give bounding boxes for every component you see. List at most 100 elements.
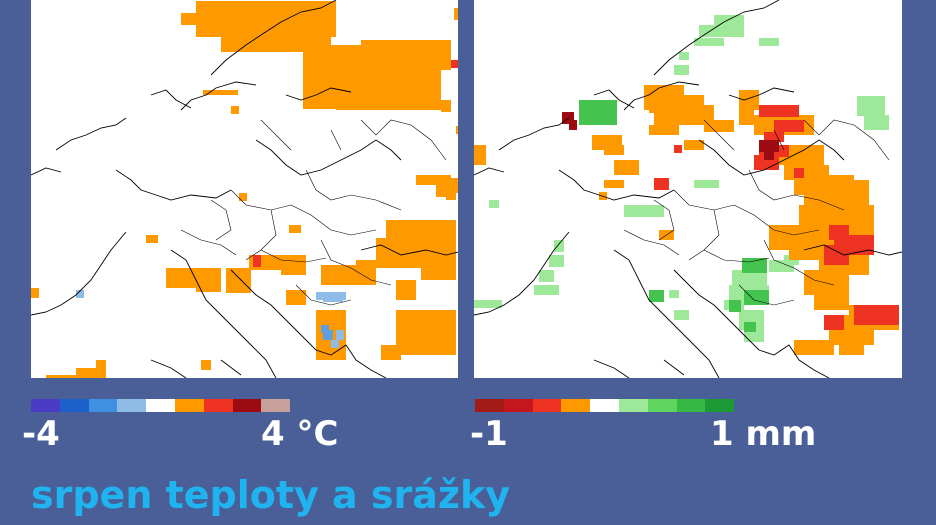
precipitation-anomaly-cell — [699, 25, 744, 37]
temperature-anomaly-cell — [146, 235, 158, 243]
temperature-anomaly-cell — [454, 8, 458, 20]
precipitation-anomaly-cell — [824, 315, 844, 330]
temperature-anomaly-cell — [201, 360, 211, 370]
temperature-anomaly-cell — [336, 330, 344, 340]
precipitation-min-label: -1 — [470, 414, 508, 454]
precipitation-anomaly-cell — [764, 132, 784, 142]
temperature-colorbar-swatch — [146, 399, 175, 412]
precipitation-anomaly-cell — [649, 105, 669, 113]
temperature-anomaly-cell — [323, 330, 333, 340]
precipitation-anomaly-cell — [824, 245, 849, 265]
temperature-colorbar-swatch — [232, 399, 262, 412]
temperature-anomaly-cell — [416, 175, 451, 185]
temperature-min-label: -4 — [22, 414, 60, 454]
precipitation-anomaly-cell — [794, 168, 804, 178]
temperature-colorbar-swatch — [174, 399, 204, 412]
temperature-anomaly-cell — [286, 290, 306, 305]
precipitation-anomaly-cell — [759, 140, 779, 152]
precipitation-colorbar-swatch — [705, 399, 735, 412]
temperature-anomaly-cell — [381, 345, 401, 360]
temperature-colorbar — [31, 399, 291, 412]
precipitation-anomaly-cell — [624, 205, 664, 217]
temperature-colorbar-swatch — [31, 399, 60, 412]
temperature-colorbar-swatch — [117, 399, 147, 412]
precipitation-map-canvas — [474, 0, 902, 378]
precipitation-anomaly-cell — [864, 115, 889, 130]
precipitation-anomaly-cell — [744, 290, 769, 305]
precipitation-colorbar-swatch — [532, 399, 562, 412]
temperature-colorbar-swatch — [203, 399, 233, 412]
temperature-map-canvas — [31, 0, 458, 378]
precipitation-anomaly-cells — [474, 15, 899, 355]
temperature-anomaly-cells — [31, 1, 458, 378]
precipitation-anomaly-cell — [674, 310, 689, 320]
temperature-anomaly-cell — [436, 50, 446, 60]
temperature-map — [31, 0, 458, 378]
precipitation-colorbar-swatch — [475, 399, 504, 412]
temperature-anomaly-cell — [456, 126, 458, 134]
precipitation-map — [474, 0, 902, 378]
precipitation-anomaly-cell — [744, 330, 764, 342]
temperature-anomaly-cell — [239, 193, 247, 201]
temperature-anomaly-cell — [451, 60, 458, 68]
precipitation-colorbar-swatch — [590, 399, 619, 412]
temperature-colorbar-swatch — [88, 399, 118, 412]
temperature-anomaly-cell — [96, 360, 106, 370]
temperature-anomaly-cell — [226, 268, 251, 293]
country-borders — [623, 119, 890, 306]
precipitation-colorbar — [475, 399, 735, 412]
precipitation-anomaly-cell — [669, 290, 679, 298]
precipitation-anomaly-cell — [739, 90, 759, 110]
precipitation-anomaly-cell — [604, 180, 624, 188]
temperature-anomaly-cell — [196, 280, 221, 292]
temperature-anomaly-cell — [281, 255, 306, 275]
temperature-anomaly-cell — [331, 340, 339, 348]
precipitation-anomaly-cell — [604, 145, 624, 155]
precipitation-anomaly-cell — [794, 340, 834, 355]
precipitation-anomaly-cell — [694, 38, 724, 46]
temperature-anomaly-cell — [396, 280, 416, 300]
temperature-anomaly-cell — [76, 290, 84, 298]
precipitation-anomaly-cell — [474, 145, 486, 165]
precipitation-anomaly-cell — [759, 38, 779, 46]
temperature-anomaly-cell — [289, 225, 301, 233]
precipitation-anomaly-cell — [854, 305, 899, 325]
temperature-anomaly-cell — [323, 296, 343, 302]
temperature-anomaly-cell — [46, 375, 86, 378]
precipitation-max-label: 1 mm — [710, 414, 817, 454]
precipitation-anomaly-cell — [554, 240, 564, 252]
temperature-anomaly-cell — [446, 178, 458, 193]
temperature-anomaly-cell — [336, 70, 441, 110]
temperature-anomaly-cell — [426, 335, 456, 355]
precipitation-anomaly-cell — [569, 120, 577, 130]
precipitation-anomaly-cell — [649, 290, 664, 302]
temperature-anomaly-cell — [231, 106, 239, 114]
caption: srpen teploty a srážky — [31, 473, 511, 517]
precipitation-anomaly-cell — [744, 322, 756, 332]
temperature-anomaly-cell — [421, 225, 456, 280]
temperature-anomaly-cell — [253, 255, 261, 267]
precipitation-anomaly-cell — [689, 105, 714, 120]
precipitation-colorbar-swatch — [647, 399, 677, 412]
coastlines — [31, 0, 458, 378]
precipitation-anomaly-cell — [489, 200, 499, 208]
temperature-anomaly-cell — [31, 288, 39, 298]
temperature-anomaly-cell — [441, 100, 451, 112]
precipitation-anomaly-cell — [679, 52, 689, 60]
coastlines — [474, 0, 902, 378]
precipitation-anomaly-cell — [654, 178, 669, 190]
precipitation-anomaly-cell — [774, 120, 804, 132]
temperature-anomaly-cell — [446, 192, 456, 200]
precipitation-anomaly-cell — [704, 120, 734, 132]
precipitation-anomaly-cell — [814, 290, 849, 310]
precipitation-anomaly-cell — [474, 300, 502, 308]
precipitation-anomaly-cell — [829, 225, 849, 240]
precipitation-anomaly-cell — [684, 140, 704, 150]
precipitation-anomaly-cell — [534, 285, 559, 295]
precipitation-anomaly-cell — [674, 145, 682, 153]
temperature-anomaly-cell — [321, 265, 356, 285]
temperature-colorbar-swatch — [59, 399, 89, 412]
precipitation-anomaly-cell — [674, 65, 689, 75]
precipitation-anomaly-cell — [742, 258, 767, 273]
precipitation-anomaly-cell — [539, 270, 554, 282]
